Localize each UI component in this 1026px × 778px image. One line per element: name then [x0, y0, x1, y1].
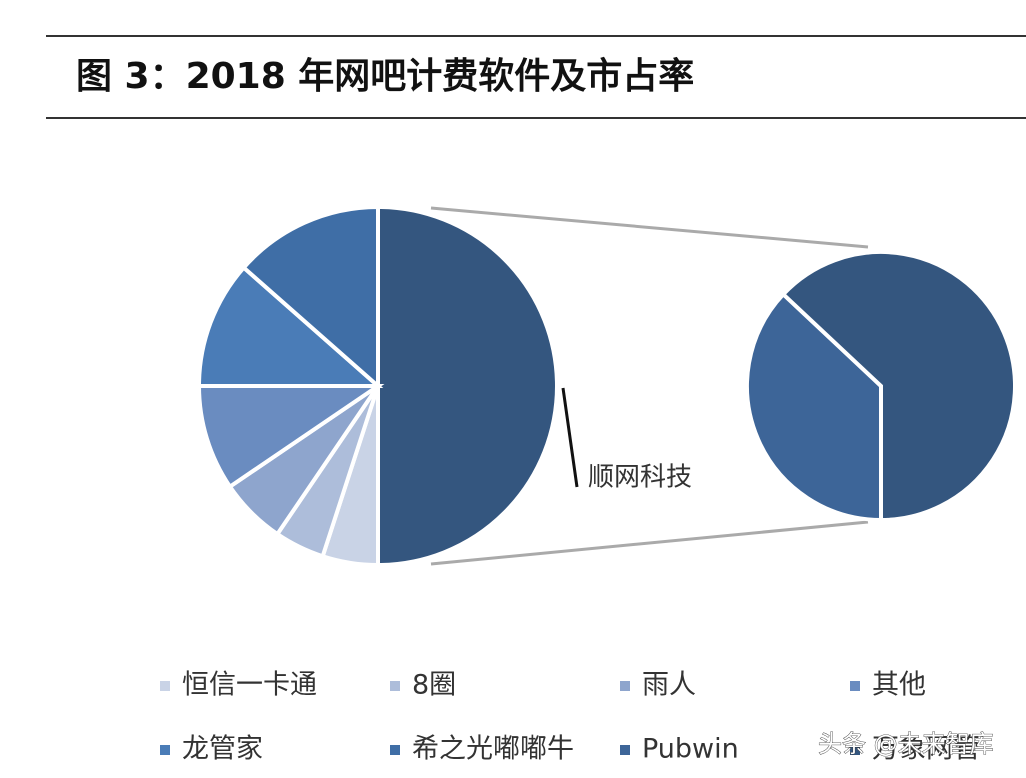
pie-slice — [780, 250, 1017, 523]
legend-swatch — [620, 745, 630, 755]
pies — [196, 204, 1017, 568]
connector — [430, 520, 869, 566]
legend-swatch — [390, 745, 400, 755]
legend-label: 8圈 — [412, 670, 456, 701]
watermark: 头条 @未来智库 — [818, 730, 994, 758]
legend-label: Pubwin — [642, 734, 739, 765]
pie-slice — [196, 264, 384, 388]
pie-slice — [196, 384, 385, 490]
legend-swatch — [390, 681, 400, 691]
legend-swatch — [850, 681, 860, 691]
legend-label: 其他 — [872, 670, 926, 701]
legend-swatch — [620, 681, 630, 691]
legend-swatch — [160, 681, 170, 691]
pie-slice — [240, 204, 380, 391]
legend-label: 恒信一卡通 — [182, 670, 317, 701]
callout-line — [561, 387, 579, 488]
legend-label: 龙管家 — [182, 734, 263, 765]
legend-label: 希之光嘟嘟牛 — [412, 734, 574, 765]
legend-label: 雨人 — [642, 670, 696, 701]
connector — [430, 206, 869, 249]
group-label: 顺网科技 — [588, 463, 692, 493]
legend-swatch — [160, 745, 170, 755]
legend-label: 万象网管 — [872, 734, 980, 765]
pie-slice — [745, 291, 883, 523]
legend-swatch — [850, 745, 860, 755]
pie-slice — [376, 204, 559, 568]
chart-title: 图 3：2018 年网吧计费软件及市占率 — [76, 56, 694, 97]
